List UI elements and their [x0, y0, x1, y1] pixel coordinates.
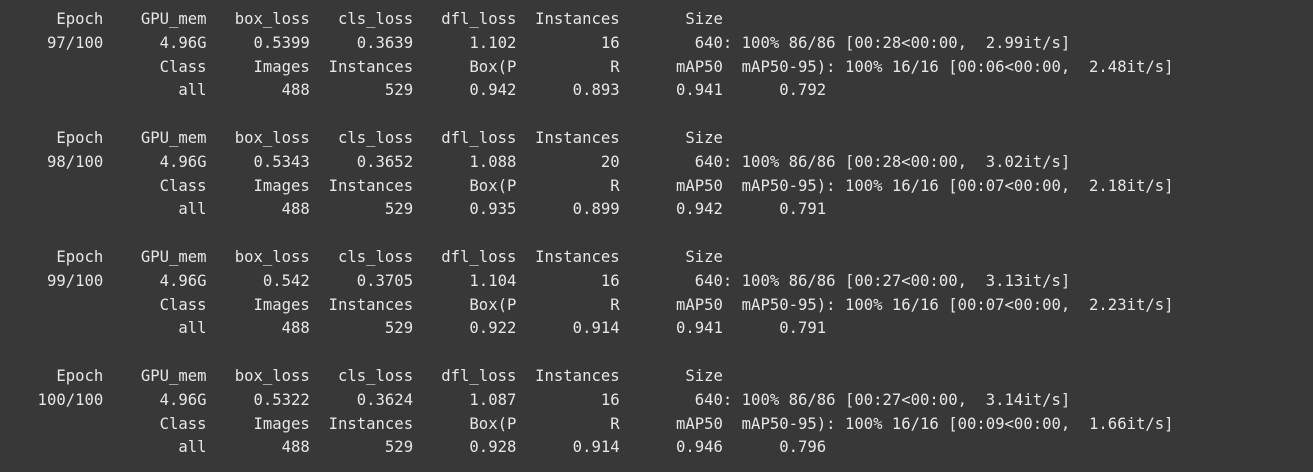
- epoch-header-line: Epoch GPU_mem box_loss cls_loss dfl_loss…: [0, 10, 723, 28]
- blank-line: [0, 341, 1313, 365]
- epoch-train-line: 99/100 4.96G 0.542 0.3705 1.104 16 640: …: [0, 271, 1071, 290]
- epoch-train-line: 97/100 4.96G 0.5399 0.3639 1.102 16 640:…: [0, 33, 1071, 52]
- validation-header-line: Class Images Instances Box(P R mAP50 mAP…: [0, 176, 1174, 195]
- epoch-train-line: 98/100 4.96G 0.5343 0.3652 1.088 20 640:…: [0, 152, 1071, 171]
- validation-result-line: all 488 529 0.942 0.893 0.941 0.792: [0, 81, 827, 100]
- validation-result-line: all 488 529 0.935 0.899 0.942 0.791: [0, 200, 827, 219]
- epoch-header-line: Epoch GPU_mem box_loss cls_loss dfl_loss…: [0, 366, 723, 385]
- training-log-output: Epoch GPU_mem box_loss cls_loss dfl_loss…: [0, 8, 1313, 460]
- validation-header-line: Class Images Instances Box(P R mAP50 mAP…: [0, 414, 1174, 433]
- epoch-train-line: 100/100 4.96G 0.5322 0.3624 1.087 16 640…: [0, 390, 1071, 409]
- validation-header-line: Class Images Instances Box(P R mAP50 mAP…: [0, 57, 1174, 76]
- validation-result-line: all 488 529 0.928 0.914 0.946 0.796: [0, 438, 827, 457]
- blank-line: [0, 103, 1313, 127]
- validation-result-line: all 488 529 0.922 0.914 0.941 0.791: [0, 319, 827, 338]
- epoch-header-line: Epoch GPU_mem box_loss cls_loss dfl_loss…: [0, 128, 723, 147]
- validation-header-line: Class Images Instances Box(P R mAP50 mAP…: [0, 295, 1174, 314]
- epoch-header-line: Epoch GPU_mem box_loss cls_loss dfl_loss…: [0, 247, 723, 266]
- blank-line: [0, 222, 1313, 246]
